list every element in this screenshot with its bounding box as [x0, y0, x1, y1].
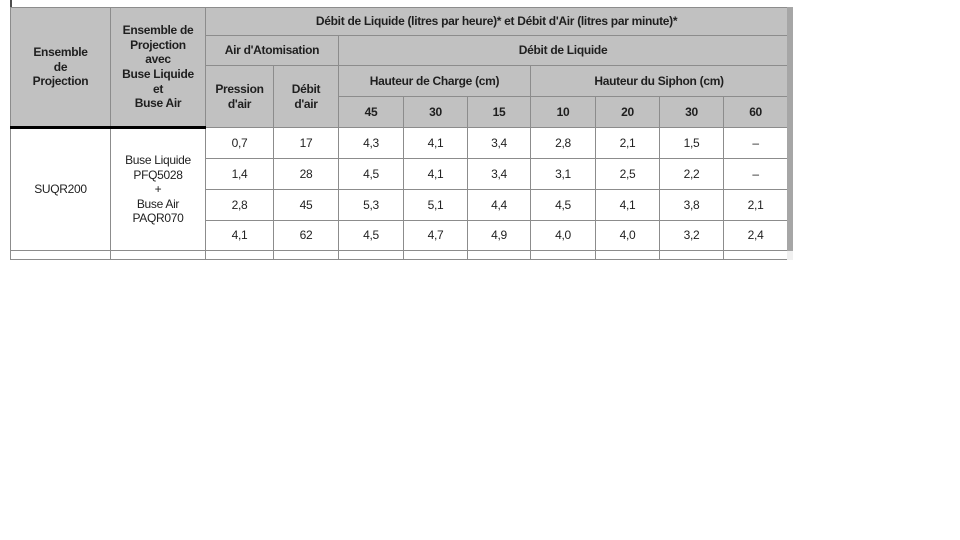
value-cell: 2,2 — [659, 158, 724, 190]
value-cell: 28 — [273, 158, 339, 190]
value-cell: 4,5 — [338, 158, 404, 190]
value-cell: 4,7 — [403, 220, 468, 251]
table-title: Débit de Liquide (litres par heure)* et … — [204, 7, 789, 36]
value-cell: 0,7 — [205, 127, 274, 159]
value-cell: 4,1 — [595, 189, 660, 221]
value-cell: 62 — [273, 220, 339, 251]
value-cell: 2,8 — [205, 189, 274, 221]
value-cell: 3,2 — [659, 220, 724, 251]
value-cell: 4,0 — [595, 220, 660, 251]
head-height-group-header: Hauteur de Charge (cm) — [338, 65, 531, 97]
table-row: SUQR200 Buse Liquide PFQ5028 + Buse Air … — [10, 127, 789, 251]
siphon-col-header: 60 — [722, 96, 789, 128]
siphon-height-group-header: Hauteur du Siphon (cm) — [529, 65, 789, 97]
value-cell: 4,5 — [338, 220, 404, 251]
nozzle-set-column-header: Ensemble de Projection avec Buse Liquide… — [110, 7, 206, 129]
ensemble-column-header: Ensemble de Projection — [10, 7, 111, 129]
value-cell: 4,1 — [205, 220, 274, 251]
flow-rate-table: Ensemble de Projection Ensemble de Proje… — [10, 7, 789, 260]
value-cell: – — [722, 158, 789, 190]
value-cell: 3,4 — [467, 127, 531, 159]
atomizing-air-group-header: Air d'Atomisation — [205, 35, 339, 66]
head-col-header: 15 — [467, 96, 531, 128]
value-cell: 45 — [273, 189, 339, 221]
value-cell: 4,1 — [403, 127, 468, 159]
ensemble-cell: SUQR200 — [10, 127, 111, 251]
value-cell: 4,3 — [338, 127, 404, 159]
value-cell: 2,1 — [722, 189, 789, 221]
partial-next-row — [10, 250, 789, 260]
value-cell: 4,9 — [467, 220, 531, 251]
value-cell: 1,4 — [205, 158, 274, 190]
liquid-flow-group-header: Débit de Liquide — [337, 35, 789, 66]
value-cell: 4,5 — [530, 189, 596, 221]
siphon-col-header: 30 — [659, 96, 724, 128]
right-edge-band-foot — [787, 251, 793, 260]
siphon-col-header: 20 — [595, 96, 660, 128]
siphon-col-header: 10 — [530, 96, 596, 128]
value-cell: 2,1 — [595, 127, 660, 159]
value-cell: 1,5 — [659, 127, 724, 159]
value-cell: 2,4 — [722, 220, 789, 251]
head-col-header: 45 — [338, 96, 404, 128]
value-cell: 2,5 — [595, 158, 660, 190]
value-cell: 17 — [273, 127, 339, 159]
table-row: 4,1 62 4,5 4,7 4,9 4,0 4,0 3,2 2,4 — [11, 220, 789, 251]
right-edge-band — [787, 7, 793, 251]
nozzle-set-cell: Buse Liquide PFQ5028 + Buse Air PAQR070 — [110, 127, 206, 251]
value-cell: 3,1 — [530, 158, 596, 190]
value-cell: – — [722, 127, 789, 159]
value-cell: 3,4 — [467, 158, 531, 190]
head-col-header: 30 — [403, 96, 468, 128]
value-cell: 4,1 — [403, 158, 468, 190]
value-cell: 4,4 — [467, 189, 531, 221]
gridline-tick — [10, 0, 12, 8]
value-cell: 3,8 — [659, 189, 724, 221]
value-cell: 5,1 — [403, 189, 468, 221]
value-cell: 5,3 — [338, 189, 404, 221]
air-pressure-header: Pression d'air — [205, 65, 274, 128]
air-flow-header: Débit d'air — [273, 65, 339, 128]
value-cell: 2,8 — [530, 127, 596, 159]
table-row: 1,4 28 4,5 4,1 3,4 3,1 2,5 2,2 – — [11, 158, 789, 190]
value-cell: 4,0 — [530, 220, 596, 251]
